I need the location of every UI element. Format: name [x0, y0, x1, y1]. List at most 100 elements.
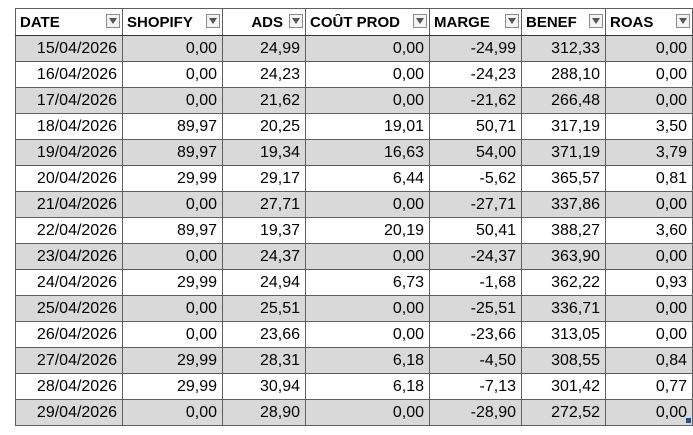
cell-benef[interactable]: 266,48 [521, 87, 606, 114]
cell-cout-prod[interactable]: 19,01 [305, 113, 430, 140]
cell-shopify[interactable]: 89,97 [122, 217, 223, 244]
cell-date[interactable]: 16/04/2026 [15, 61, 123, 88]
cell-roas[interactable]: 0,00 [605, 191, 693, 218]
cell-roas[interactable]: 0,00 [605, 61, 693, 88]
filter-dropdown-arrow-icon[interactable] [289, 14, 303, 28]
cell-roas[interactable]: 3,60 [605, 217, 693, 244]
cell-cout-prod[interactable]: 6,73 [305, 269, 430, 296]
cell-roas[interactable]: 0,77 [605, 373, 693, 400]
filter-dropdown-arrow-icon[interactable] [206, 14, 220, 28]
cell-marge[interactable]: 54,00 [429, 139, 522, 166]
cell-benef[interactable]: 365,57 [521, 165, 606, 192]
cell-roas[interactable]: 0,93 [605, 269, 693, 296]
cell-cout-prod[interactable]: 0,00 [305, 399, 430, 426]
cell-benef[interactable]: 363,90 [521, 243, 606, 270]
cell-date[interactable]: 28/04/2026 [15, 373, 123, 400]
cell-date[interactable]: 20/04/2026 [15, 165, 123, 192]
cell-roas[interactable]: 0,84 [605, 347, 693, 374]
filter-dropdown-arrow-icon[interactable] [676, 14, 690, 28]
filter-dropdown-arrow-icon[interactable] [589, 14, 603, 28]
cell-benef[interactable]: 308,55 [521, 347, 606, 374]
cell-cout-prod[interactable]: 0,00 [305, 191, 430, 218]
cell-shopify[interactable]: 89,97 [122, 113, 223, 140]
cell-shopify[interactable]: 0,00 [122, 399, 223, 426]
cell-benef[interactable]: 388,27 [521, 217, 606, 244]
cell-ads[interactable]: 23,66 [222, 321, 306, 348]
cell-shopify[interactable]: 29,99 [122, 165, 223, 192]
cell-benef[interactable]: 317,19 [521, 113, 606, 140]
cell-marge[interactable]: -24,23 [429, 61, 522, 88]
cell-roas[interactable]: 0,00 [605, 399, 693, 426]
filter-dropdown-arrow-icon[interactable] [505, 14, 519, 28]
cell-date[interactable]: 26/04/2026 [15, 321, 123, 348]
cell-cout-prod[interactable]: 0,00 [305, 35, 430, 62]
cell-date[interactable]: 24/04/2026 [15, 269, 123, 296]
cell-roas[interactable]: 0,00 [605, 243, 693, 270]
cell-shopify[interactable]: 0,00 [122, 295, 223, 322]
cell-ads[interactable]: 27,71 [222, 191, 306, 218]
cell-marge[interactable]: -7,13 [429, 373, 522, 400]
cell-marge[interactable]: -25,51 [429, 295, 522, 322]
cell-date[interactable]: 29/04/2026 [15, 399, 123, 426]
cell-shopify[interactable]: 0,00 [122, 35, 223, 62]
cell-marge[interactable]: -1,68 [429, 269, 522, 296]
cell-marge[interactable]: 50,71 [429, 113, 522, 140]
cell-shopify[interactable]: 0,00 [122, 191, 223, 218]
cell-date[interactable]: 21/04/2026 [15, 191, 123, 218]
cell-date[interactable]: 19/04/2026 [15, 139, 123, 166]
cell-benef[interactable]: 301,42 [521, 373, 606, 400]
cell-shopify[interactable]: 29,99 [122, 347, 223, 374]
cell-marge[interactable]: -23,66 [429, 321, 522, 348]
cell-cout-prod[interactable]: 0,00 [305, 321, 430, 348]
cell-shopify[interactable]: 0,00 [122, 321, 223, 348]
cell-date[interactable]: 25/04/2026 [15, 295, 123, 322]
cell-cout-prod[interactable]: 0,00 [305, 61, 430, 88]
cell-ads[interactable]: 20,25 [222, 113, 306, 140]
cell-benef[interactable]: 313,05 [521, 321, 606, 348]
cell-cout-prod[interactable]: 6,18 [305, 347, 430, 374]
cell-roas[interactable]: 0,00 [605, 321, 693, 348]
cell-benef[interactable]: 288,10 [521, 61, 606, 88]
cell-roas[interactable]: 3,50 [605, 113, 693, 140]
cell-cout-prod[interactable]: 16,63 [305, 139, 430, 166]
cell-roas[interactable]: 0,00 [605, 35, 693, 62]
cell-shopify[interactable]: 0,00 [122, 243, 223, 270]
cell-cout-prod[interactable]: 20,19 [305, 217, 430, 244]
cell-marge[interactable]: -28,90 [429, 399, 522, 426]
cell-marge[interactable]: -4,50 [429, 347, 522, 374]
cell-cout-prod[interactable]: 0,00 [305, 243, 430, 270]
cell-shopify[interactable]: 0,00 [122, 61, 223, 88]
cell-cout-prod[interactable]: 0,00 [305, 295, 430, 322]
cell-marge[interactable]: -21,62 [429, 87, 522, 114]
cell-benef[interactable]: 362,22 [521, 269, 606, 296]
cell-shopify[interactable]: 29,99 [122, 269, 223, 296]
cell-cout-prod[interactable]: 6,18 [305, 373, 430, 400]
cell-cout-prod[interactable]: 6,44 [305, 165, 430, 192]
cell-marge[interactable]: 50,41 [429, 217, 522, 244]
cell-marge[interactable]: -5,62 [429, 165, 522, 192]
cell-cout-prod[interactable]: 0,00 [305, 87, 430, 114]
cell-shopify[interactable]: 89,97 [122, 139, 223, 166]
cell-roas[interactable]: 0,81 [605, 165, 693, 192]
cell-ads[interactable]: 24,99 [222, 35, 306, 62]
cell-date[interactable]: 15/04/2026 [15, 35, 123, 62]
cell-ads[interactable]: 19,34 [222, 139, 306, 166]
cell-benef[interactable]: 272,52 [521, 399, 606, 426]
cell-ads[interactable]: 24,23 [222, 61, 306, 88]
cell-shopify[interactable]: 0,00 [122, 87, 223, 114]
cell-roas[interactable]: 0,00 [605, 87, 693, 114]
cell-ads[interactable]: 21,62 [222, 87, 306, 114]
cell-date[interactable]: 27/04/2026 [15, 347, 123, 374]
filter-dropdown-arrow-icon[interactable] [413, 14, 427, 28]
cell-marge[interactable]: -24,99 [429, 35, 522, 62]
cell-ads[interactable]: 25,51 [222, 295, 306, 322]
cell-ads[interactable]: 19,37 [222, 217, 306, 244]
cell-roas[interactable]: 3,79 [605, 139, 693, 166]
cell-marge[interactable]: -24,37 [429, 243, 522, 270]
cell-date[interactable]: 17/04/2026 [15, 87, 123, 114]
cell-ads[interactable]: 28,31 [222, 347, 306, 374]
cell-date[interactable]: 22/04/2026 [15, 217, 123, 244]
cell-ads[interactable]: 24,94 [222, 269, 306, 296]
table-resize-handle-icon[interactable] [686, 418, 691, 423]
cell-roas[interactable]: 0,00 [605, 295, 693, 322]
